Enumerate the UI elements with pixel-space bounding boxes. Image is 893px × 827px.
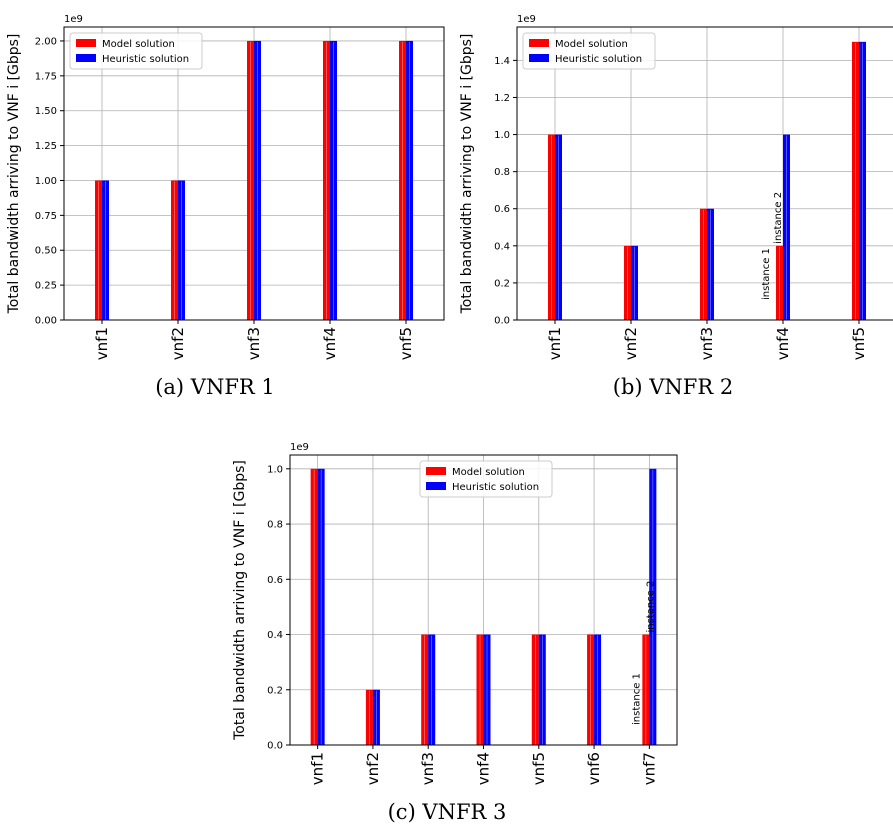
x-tick-label-vnf2: vnf2 [622, 327, 640, 360]
y-tick-label: 0.8 [494, 167, 510, 178]
y-tick-label: 1.2 [494, 93, 510, 104]
y-tick-label: 0.4 [267, 630, 283, 641]
legend-box [522, 32, 656, 70]
x-tick-label-vnf5: vnf5 [530, 752, 548, 785]
legend: Model solution Heuristic solution [69, 32, 203, 70]
legend-label-0: Model solution [102, 39, 175, 50]
axis-offset-label: 1e9 [64, 14, 83, 25]
legend-box [69, 32, 203, 70]
caption-vnfr-2: (b) VNFR 2 [612, 375, 734, 399]
x-tick-label-vnf3: vnf3 [419, 752, 437, 785]
y-tick-label: 0.0 [494, 316, 510, 327]
caption-vnfr-3: (c) VNFR 3 [387, 800, 507, 824]
chart-vnfr-1: 0.00 0.25 0.50 0.75 1.00 1.25 1.50 1.75 2.00 vnf1… [6, 14, 445, 360]
x-tick-label-vnf6: vnf6 [585, 752, 603, 785]
legend: Model solution Heuristic solution [419, 460, 553, 498]
y-tick-label: 0.4 [494, 241, 510, 252]
y-tick-label: 0.50 [35, 246, 57, 257]
y-tick-label: 0.8 [267, 520, 283, 531]
x-tick-label-vnf4: vnf4 [475, 752, 493, 785]
x-tick-label-vnf1: vnf1 [93, 327, 111, 360]
legend-label-1: Heuristic solution [452, 482, 539, 493]
legend-label-0: Model solution [452, 467, 525, 478]
legend-swatch-1 [529, 54, 549, 62]
legend-swatch-0 [426, 467, 446, 475]
y-axis-label: Total bandwidth arriving to VNF i [Gbps] [6, 34, 22, 315]
y-tick-label: 0.25 [35, 281, 57, 292]
caption-vnfr-1: (a) VNFR 1 [155, 375, 275, 399]
y-tick-label: 0.2 [494, 278, 510, 289]
y-tick-label: 0.00 [35, 316, 57, 327]
legend-swatch-1 [426, 482, 446, 490]
legend-swatch-0 [76, 39, 96, 47]
y-tick-label: 1.0 [494, 130, 510, 141]
x-tick-label-vnf5: vnf5 [850, 327, 868, 360]
y-axis-label: Total bandwidth arriving to VNF i [Gbps] [232, 460, 248, 741]
y-tick-label: 1.4 [494, 56, 510, 67]
x-tick-label-vnf2: vnf2 [169, 327, 187, 360]
x-tick-label-vnf4: vnf4 [321, 327, 339, 360]
y-axis-label: Total bandwidth arriving to VNF i [Gbps] [459, 34, 475, 315]
y-tick-label: 0.75 [35, 211, 57, 222]
legend-label-1: Heuristic solution [555, 54, 642, 65]
y-tick-label: 0.2 [267, 685, 283, 696]
x-tick-label-vnf3: vnf3 [698, 327, 716, 360]
legend-swatch-0 [529, 39, 549, 47]
y-tick-label: 1.75 [35, 71, 57, 82]
legend-label-0: Model solution [555, 39, 628, 50]
x-tick-label-vnf5: vnf5 [397, 327, 415, 360]
legend-swatch-1 [76, 54, 96, 62]
y-tick-label: 1.25 [35, 141, 57, 152]
y-tick-label: 1.00 [35, 176, 57, 187]
x-tick-label-vnf4: vnf4 [774, 327, 792, 360]
axis-offset-label: 1e9 [290, 442, 309, 453]
annotation-instance-1: instance 1 [761, 248, 772, 300]
axis-offset-label: 1e9 [517, 14, 536, 25]
y-tick-label: 2.00 [35, 36, 57, 47]
y-tick-label: 0.6 [267, 575, 283, 586]
legend-label-1: Heuristic solution [102, 54, 189, 65]
chart-vnfr-2: 0.0 0.2 0.4 0.6 0.8 1.0 1.2 1.4 vnf1 vnf2 vnf3 vnf4… [459, 14, 893, 360]
chart-vnfr-3: 0.0 0.2 0.4 0.6 0.8 1.0 vnf1 vnf2 vnf3 vnf4 vnf5 vn… [232, 442, 678, 785]
y-tick-label: 1.0 [267, 464, 283, 475]
y-tick-label: 0.0 [267, 741, 283, 752]
x-tick-label-vnf3: vnf3 [245, 327, 263, 360]
legend-box [419, 460, 553, 498]
x-tick-label-vnf2: vnf2 [364, 752, 382, 785]
y-tick-label: 0.6 [494, 204, 510, 215]
x-tick-label-vnf1: vnf1 [309, 752, 327, 785]
x-tick-label-vnf1: vnf1 [546, 327, 564, 360]
annotation-instance-2: instance 2 [645, 581, 656, 633]
y-tick-label: 1.50 [35, 106, 57, 117]
legend: Model solution Heuristic solution [522, 32, 656, 70]
annotation-instance-2: instance 2 [773, 192, 784, 244]
annotation-instance-1: instance 1 [631, 673, 642, 725]
x-tick-label-vnf7: vnf7 [640, 752, 658, 785]
